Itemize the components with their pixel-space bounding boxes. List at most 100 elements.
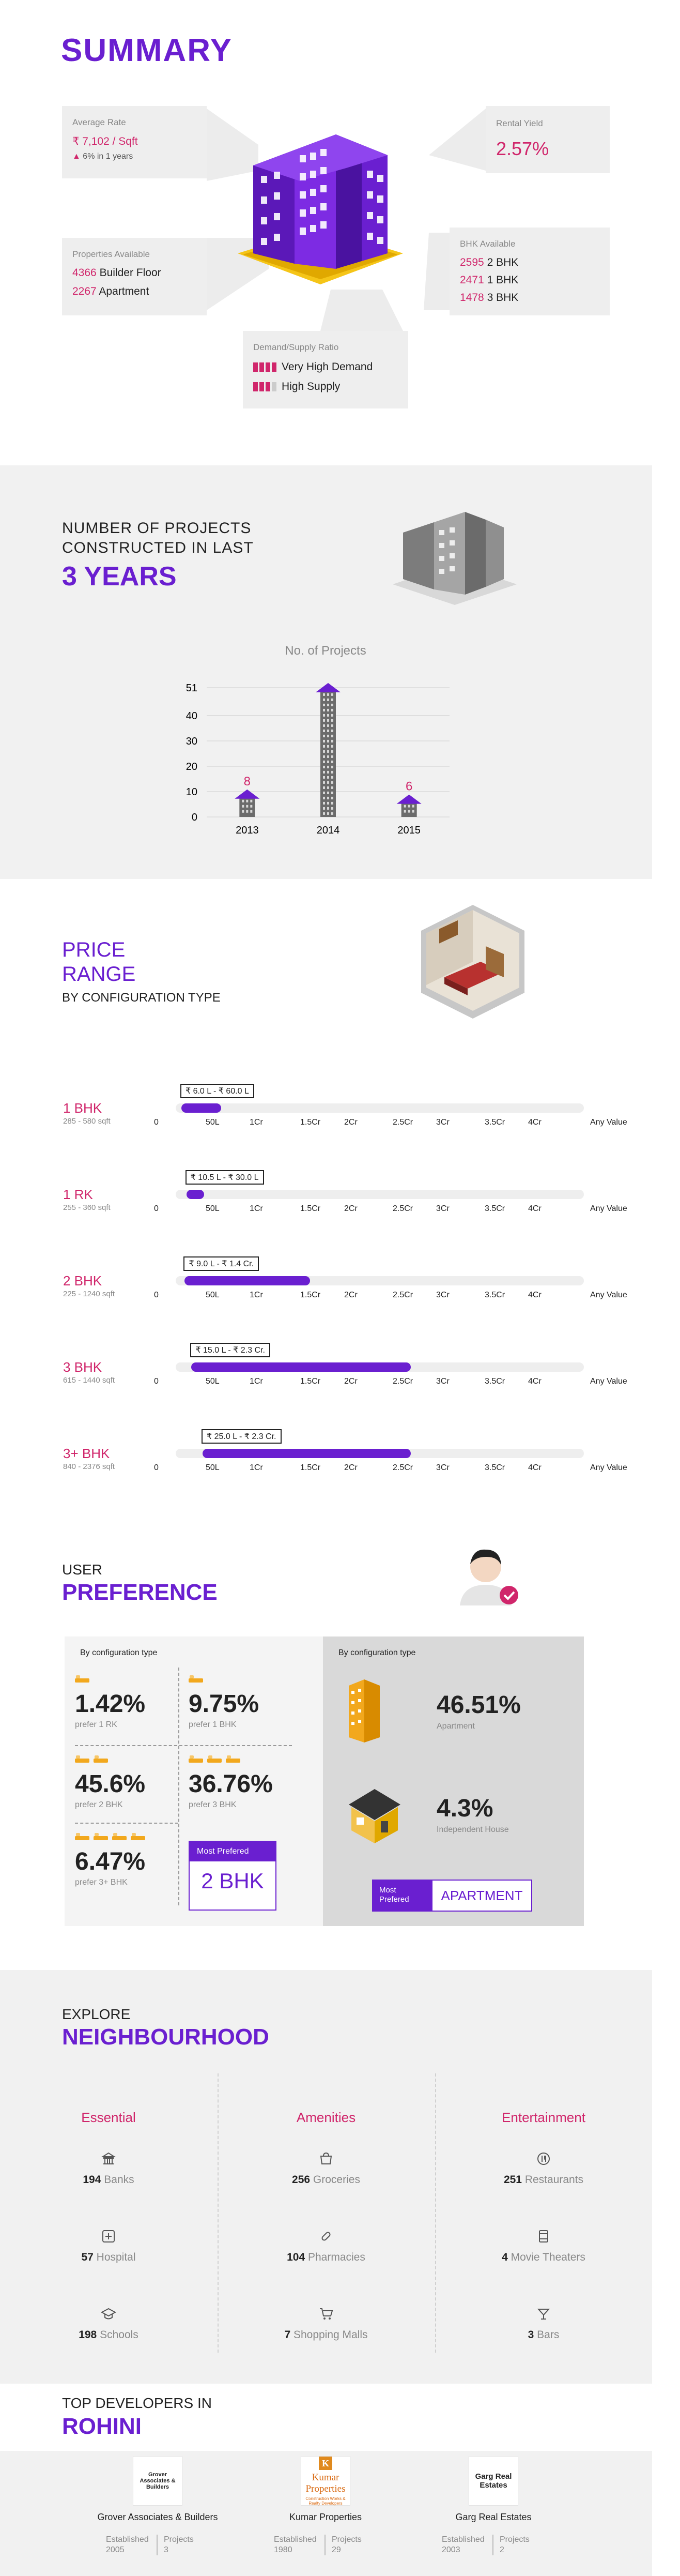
neighbourhood-count: 57 — [81, 2251, 94, 2263]
price-axis-label: 1.5Cr — [300, 1291, 321, 1299]
rental-yield-label: Rental Yield — [496, 118, 543, 128]
type-most-preferred-label: Most Prefered — [373, 1881, 432, 1911]
price-track — [176, 1190, 584, 1199]
bhk-row: 1478 3 BHK — [460, 292, 519, 304]
preference-left-label: By configuration type — [80, 1648, 158, 1657]
price-axis-label: 0 — [154, 1463, 159, 1472]
most-preferred-type-badge: Most Prefered APARTMENT — [372, 1880, 532, 1912]
price-axis-label: 1Cr — [250, 1204, 263, 1213]
developer-projects: Projects 2 — [493, 2535, 530, 2555]
price-axis-label: Any Value — [590, 1204, 627, 1213]
x-tick-label: 2015 — [397, 825, 421, 836]
y-tick-label: 20 — [186, 761, 197, 772]
bank-icon — [101, 2151, 116, 2166]
price-axis-label: 2Cr — [344, 1204, 358, 1213]
price-axis-label: 2.5Cr — [393, 1204, 413, 1213]
y-tick-label: 10 — [186, 786, 197, 798]
bed-icon — [226, 1755, 240, 1763]
developer-logo-subtext: Construction Works & Realty Developers — [305, 2496, 346, 2506]
price-range-tag: ₹ 6.0 L - ₹ 60.0 L — [180, 1084, 254, 1098]
neighbourhood-column-title: Essential — [81, 2110, 136, 2125]
price-axis-label: 2Cr — [344, 1463, 358, 1472]
bed-icon — [207, 1755, 222, 1763]
developer-logo[interactable]: Garg Real Estates — [469, 2456, 518, 2506]
price-axis-label: 50L — [206, 1118, 220, 1127]
projects-chart-title: No. of Projects — [285, 644, 366, 658]
neighbourhood-count: 104 — [287, 2251, 305, 2263]
price-axis-label: 0 — [154, 1118, 159, 1127]
developer-established: Established 1980 — [274, 2535, 326, 2555]
developer-logo[interactable]: K Kumar Properties Construction Works & Re… — [301, 2456, 350, 2506]
summary-title: SUMMARY — [61, 33, 233, 68]
developer-name: Kumar Properties — [289, 2512, 362, 2522]
bar-value-label: 6 — [406, 780, 412, 794]
neighbourhood-item: 4 Movie Theaters — [456, 2229, 631, 2264]
price-track — [176, 1103, 584, 1113]
y-tick-label: 0 — [192, 812, 197, 823]
bed-icon — [75, 1675, 89, 1683]
neighbourhood-count: 4 — [502, 2251, 508, 2263]
price-axis-label: 1Cr — [250, 1291, 263, 1299]
preference-cell: 36.76% prefer 3 BHK — [189, 1755, 292, 1810]
supply-level-icon — [253, 382, 276, 391]
bed-icon — [189, 1675, 203, 1683]
projects-label: Projects — [500, 2535, 530, 2544]
price-heading-line2: RANGE — [62, 963, 136, 986]
bar-2015 — [396, 794, 422, 817]
cart-icon — [318, 2306, 334, 2322]
developer-name: Garg Real Estates — [455, 2512, 532, 2522]
k-logo-icon: K — [319, 2456, 332, 2470]
neighbourhood-item: 57 Hospital — [21, 2229, 196, 2264]
price-axis-label: 2Cr — [344, 1377, 358, 1386]
established-label: Established — [106, 2535, 149, 2544]
neighbourhood-count: 256 — [292, 2174, 311, 2186]
bed-icon — [75, 1833, 89, 1840]
bed-icons — [75, 1675, 178, 1687]
price-axis-label: 50L — [206, 1377, 220, 1386]
supply-row: High Supply — [253, 381, 398, 393]
apartment-pct: 46.51% — [437, 1691, 521, 1719]
price-range-fill — [184, 1276, 311, 1285]
developer-logo-text: Grover Associates & Builders — [140, 2472, 176, 2490]
neighbourhood-heading-big: NEIGHBOURHOOD — [62, 2024, 269, 2050]
bed-icon — [75, 1755, 89, 1763]
price-axis-label: 4Cr — [528, 1204, 542, 1213]
established-value: 2003 — [442, 2545, 460, 2554]
price-axis-label: 2.5Cr — [393, 1118, 413, 1127]
projects-heading-line1: NUMBER OF PROJECTS — [62, 520, 252, 537]
preference-cell: 1.42% prefer 1 RK — [75, 1675, 178, 1730]
price-axis-label: 3.5Cr — [485, 1291, 505, 1299]
neighbourhood-item: 104 Pharmacies — [238, 2229, 414, 2264]
projects-bar-chart: 010203040518201350201462015 — [186, 668, 450, 836]
developers-heading-big: ROHINI — [62, 2414, 142, 2439]
preference-pct: 9.75% — [189, 1690, 259, 1718]
price-axis-label: 2.5Cr — [393, 1377, 413, 1386]
demand-level-icon — [253, 362, 276, 372]
preference-pct: 45.6% — [75, 1770, 146, 1798]
price-axis-label: 1.5Cr — [300, 1463, 321, 1472]
preference-cell: 9.75% prefer 1 BHK — [189, 1675, 292, 1730]
hospital-icon — [101, 2229, 116, 2244]
developer-logo[interactable]: Grover Associates & Builders — [133, 2456, 182, 2506]
developer-established: Established 2003 — [442, 2535, 493, 2555]
house-label: Independent House — [437, 1825, 509, 1834]
neighbourhood-item: 7 Shopping Malls — [238, 2306, 414, 2341]
neighbourhood-name: Pharmacies — [305, 2251, 365, 2263]
neighbourhood-column-title: Entertainment — [502, 2110, 585, 2125]
preference-heading-small: USER — [62, 1562, 102, 1578]
buildings-illustration — [393, 512, 517, 605]
price-axis-label: 50L — [206, 1204, 220, 1213]
price-axis-label: Any Value — [590, 1463, 627, 1472]
developer-meta: Established 2003 Projects 2 — [442, 2535, 545, 2555]
preference-sub: prefer 1 BHK — [189, 1720, 237, 1729]
price-range-tag: ₹ 9.0 L - ₹ 1.4 Cr. — [183, 1256, 259, 1271]
bhk-available-card: BHK Available 2595 2 BHK 2471 1 BHK 1478… — [450, 228, 610, 315]
demand-supply-label: Demand/Supply Ratio — [253, 342, 339, 352]
neighbourhood-heading-small: EXPLORE — [62, 2006, 131, 2022]
neighbourhood-count: 251 — [503, 2174, 522, 2186]
price-axis-label: 4Cr — [528, 1377, 542, 1386]
price-row-name: 1 RK — [63, 1187, 93, 1202]
neighbourhood-item: 194 Banks — [21, 2151, 196, 2186]
average-rate-value: ₹ 7,102 / Sqft — [72, 135, 138, 147]
price-axis-label: 4Cr — [528, 1118, 542, 1127]
